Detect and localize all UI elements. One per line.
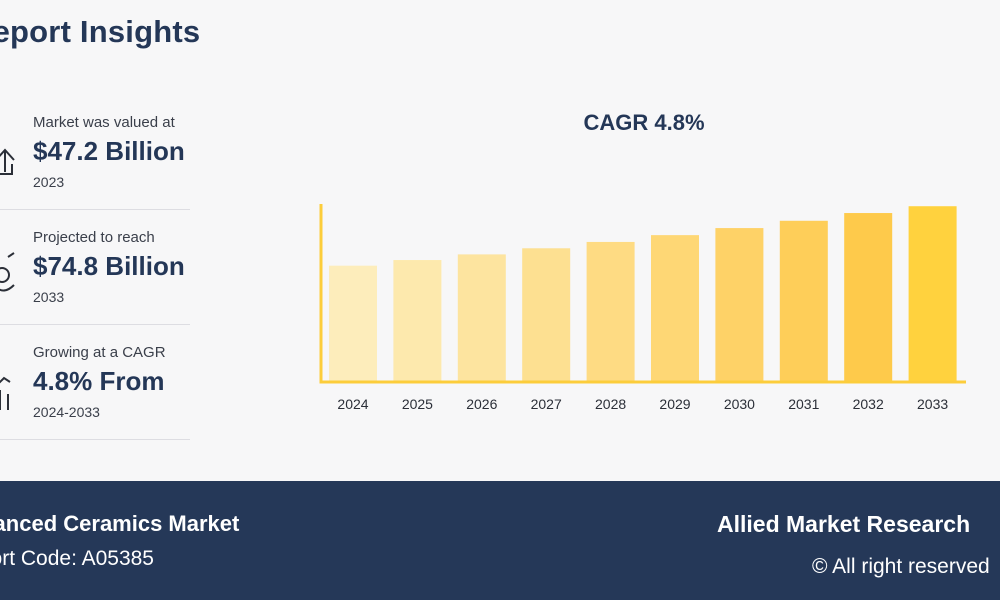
dollar-hand-icon xyxy=(0,252,15,292)
bar-2031 xyxy=(779,220,828,382)
stat-value: 4.8% From xyxy=(33,366,165,396)
bar-2026 xyxy=(457,254,506,382)
stat-cagr: Growing at a CAGR 4.8% From 2024-2033 xyxy=(0,326,190,440)
stat-value: $74.8 Billion xyxy=(33,251,185,281)
copyright: © All right reserved xyxy=(812,555,990,578)
bar-2025 xyxy=(393,260,442,382)
x-tick-label: 2024 xyxy=(337,396,368,412)
stat-year: 2033 xyxy=(33,289,65,305)
money-hand-up-icon xyxy=(0,148,15,175)
stat-projected-value: Projected to reach $74.8 Billion 2033 xyxy=(0,211,190,325)
stat-label: Growing at a CAGR xyxy=(33,344,166,361)
x-tick-label: 2032 xyxy=(853,396,884,412)
x-tick-label: 2025 xyxy=(402,396,433,412)
x-tick-label: 2029 xyxy=(659,396,690,412)
chart-title: CAGR 4.8% xyxy=(583,110,705,135)
bar-2030 xyxy=(715,228,764,382)
bar-2027 xyxy=(522,248,571,382)
footer: Advanced Ceramics Market Report Code: A0… xyxy=(0,481,1000,600)
x-tick-label: 2033 xyxy=(917,396,948,412)
x-tick-label: 2031 xyxy=(788,396,819,412)
brand-name: Allied Market Research xyxy=(717,511,971,537)
stat-period: 2024-2033 xyxy=(33,404,100,420)
page-title: Report Insights xyxy=(0,14,201,49)
stat-year: 2023 xyxy=(33,174,65,190)
growth-chart-icon xyxy=(0,376,11,410)
stat-label: Projected to reach xyxy=(33,229,155,246)
bar-chart: 2024 2025 2026 2027 2028 2029 2030 2031 2032 2033 xyxy=(319,204,966,412)
x-tick-label: 2028 xyxy=(595,396,626,412)
bar-2029 xyxy=(651,235,699,382)
bar-2032 xyxy=(844,213,893,382)
bar-2033 xyxy=(908,206,957,382)
stat-market-value: Market was valued at $47.2 Billion 2023 xyxy=(0,96,190,210)
stat-value: $47.2 Billion xyxy=(33,136,185,166)
stats-panel: Market was valued at $47.2 Billion 2023 … xyxy=(0,96,190,440)
bar-2028 xyxy=(586,241,635,382)
x-tick-label: 2027 xyxy=(531,396,562,412)
market-name: Advanced Ceramics Market xyxy=(0,511,240,536)
bar-2024 xyxy=(329,265,377,382)
stat-label: Market was valued at xyxy=(33,114,175,131)
report-code: Report Code: A05385 xyxy=(0,547,154,570)
x-tick-label: 2026 xyxy=(466,396,497,412)
x-tick-label: 2030 xyxy=(724,396,755,412)
